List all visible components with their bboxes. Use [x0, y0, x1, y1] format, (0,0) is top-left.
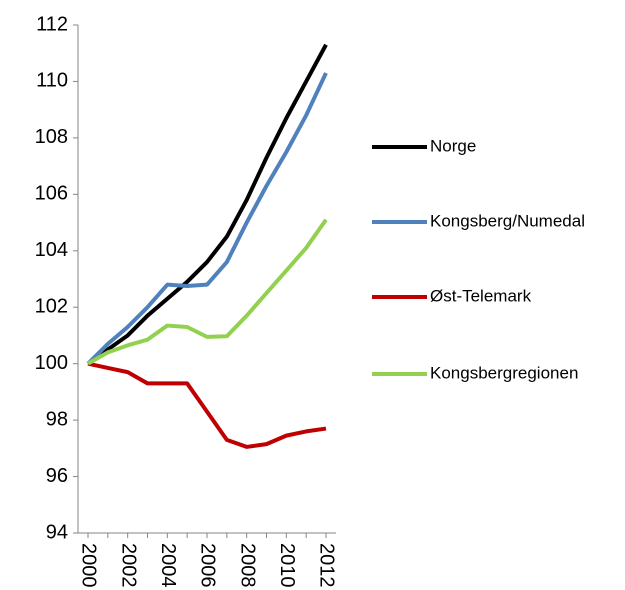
x-tick-label: 2002: [117, 543, 139, 588]
y-tick-label: 108: [35, 126, 68, 148]
x-tick-label: 2008: [236, 543, 258, 588]
series-line: [87, 218, 328, 366]
y-tick-label: 110: [36, 70, 68, 92]
y-tick-label: 104: [35, 239, 68, 261]
legend-label: Øst-Telemark: [430, 286, 532, 305]
x-tick-label: 2000: [78, 543, 100, 588]
legend-label: Kongsberg/Numedal: [430, 211, 585, 230]
x-tick-label: 2010: [276, 543, 298, 588]
legend-label: Kongsbergregionen: [430, 363, 578, 382]
y-tick-label: 100: [35, 352, 68, 374]
series-line: [87, 361, 327, 449]
series-line: [86, 72, 328, 366]
y-tick-label: 112: [36, 13, 68, 35]
y-tick-label: 96: [46, 465, 68, 487]
legend-label: Norge: [430, 136, 476, 155]
y-tick-label: 102: [35, 296, 68, 318]
y-tick-label: 106: [35, 183, 68, 205]
x-tick-label: 2006: [197, 543, 219, 588]
y-tick-label: 94: [46, 521, 68, 543]
y-tick-label: 98: [46, 408, 68, 430]
series-line: [86, 43, 328, 366]
x-tick-label: 2012: [316, 543, 338, 588]
x-tick-label: 2004: [157, 543, 179, 588]
